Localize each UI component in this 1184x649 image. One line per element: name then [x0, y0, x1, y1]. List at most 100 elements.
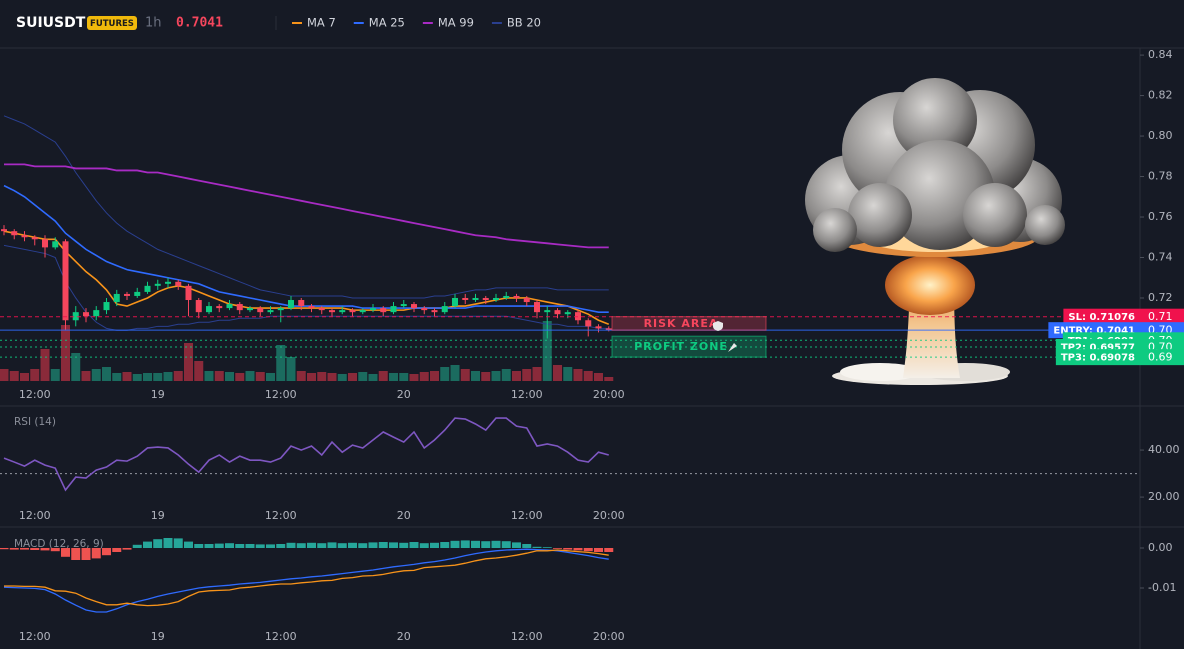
candle-body [308, 306, 315, 309]
candle-body [185, 285, 192, 301]
y-tick-label: 0.00 [1148, 541, 1173, 554]
histogram-bar [512, 542, 521, 548]
volume-bar [225, 372, 234, 381]
volume-bar [245, 371, 255, 381]
x-tick-label: 12:00 [511, 630, 543, 643]
histogram-bar [194, 544, 204, 548]
histogram-bar [594, 548, 603, 552]
histogram-bar [378, 542, 388, 548]
histogram-bar [225, 543, 234, 548]
histogram-bar [440, 542, 450, 548]
candle-body [585, 320, 592, 327]
volume-bar [317, 372, 327, 381]
histogram-bar [399, 542, 409, 548]
x-tick-label: 19 [151, 509, 165, 522]
candle-body [400, 304, 407, 307]
macd-line [3, 548, 609, 613]
candle-body [329, 310, 335, 313]
candle-body [216, 306, 223, 309]
volume-bar [553, 365, 562, 381]
signal-line [4, 549, 609, 607]
candle-body [359, 310, 366, 313]
x-tick-label: 19 [151, 630, 165, 643]
candle-body [534, 302, 540, 313]
volume-bar [184, 343, 193, 381]
candle-body [605, 328, 612, 331]
y-tick-label: 20.00 [1148, 490, 1180, 503]
volume-bar [512, 371, 521, 381]
volume-bar [122, 372, 132, 381]
histogram-bar [173, 538, 183, 548]
volume-bar [214, 371, 224, 381]
histogram-bar [286, 542, 296, 548]
volume-bar [9, 371, 19, 381]
candle-body [277, 308, 284, 311]
x-tick-label: 12:00 [511, 509, 543, 522]
candle-body [257, 308, 264, 313]
volume-bar [399, 373, 409, 381]
histogram-bar [604, 548, 614, 552]
panel-title: MACD (12, 26, 9) [14, 538, 104, 550]
histogram-bar [522, 544, 532, 548]
histogram-bar [255, 544, 265, 548]
moving-average [3, 184, 609, 313]
bb-upper [3, 115, 609, 299]
level-tag-bg [1063, 308, 1140, 325]
candle-body [452, 297, 458, 307]
histogram-bar [91, 548, 101, 559]
histogram-bar [245, 544, 255, 548]
candle-body [339, 310, 346, 313]
volume-bar [91, 369, 101, 381]
volume-bar [132, 374, 142, 381]
volume-bar [0, 369, 9, 381]
histogram-bar [583, 548, 593, 552]
candle-body [493, 297, 499, 301]
x-tick-label: 12:00 [511, 388, 543, 401]
candle-body [441, 306, 448, 313]
candle-body [370, 308, 376, 311]
histogram-bar [450, 540, 460, 548]
panel-title: RSI (14) [14, 416, 56, 428]
histogram-bar [266, 544, 275, 548]
y-tick-label: 0.78 [1148, 170, 1173, 183]
volume-bar [71, 353, 81, 381]
candle-body [318, 308, 325, 311]
level-tag-bg [1055, 349, 1140, 366]
axis-tag-bg [1140, 349, 1184, 366]
volume-bar [163, 372, 173, 381]
level-tag: TP3: 0.69078 [1061, 353, 1135, 364]
volume-bar [522, 369, 532, 381]
histogram-bar [9, 548, 19, 550]
zone-label: RISK AREA [644, 317, 719, 330]
candle-body [503, 295, 510, 298]
volume-bar [491, 371, 501, 381]
histogram-bar [491, 540, 501, 548]
volume-bar [81, 371, 91, 381]
histogram-bar [143, 541, 152, 548]
histogram-bar [276, 544, 286, 548]
x-tick-label: 20 [397, 509, 411, 522]
x-tick-label: 12:00 [19, 388, 51, 401]
histogram-bar [419, 543, 429, 548]
volume-bar [337, 374, 347, 381]
cloud-illustration [805, 78, 1065, 385]
volume-bar [501, 369, 511, 381]
volume-bar [20, 373, 29, 381]
candle-body [1, 229, 7, 232]
volume-bar [30, 369, 40, 381]
candle-body [226, 304, 233, 309]
histogram-bar [317, 543, 327, 548]
candle-body [113, 293, 120, 303]
shield-icon [713, 321, 723, 331]
moving-average [4, 163, 609, 249]
y-tick-label: 0.80 [1148, 129, 1173, 142]
rsi-line [3, 417, 609, 492]
volume-bar [61, 325, 70, 381]
histogram-bar [481, 541, 491, 548]
candle-body [298, 300, 305, 307]
volume-bar [440, 367, 450, 381]
volume-bar [102, 367, 111, 381]
candle-body [11, 231, 18, 236]
candle-body [513, 295, 520, 298]
